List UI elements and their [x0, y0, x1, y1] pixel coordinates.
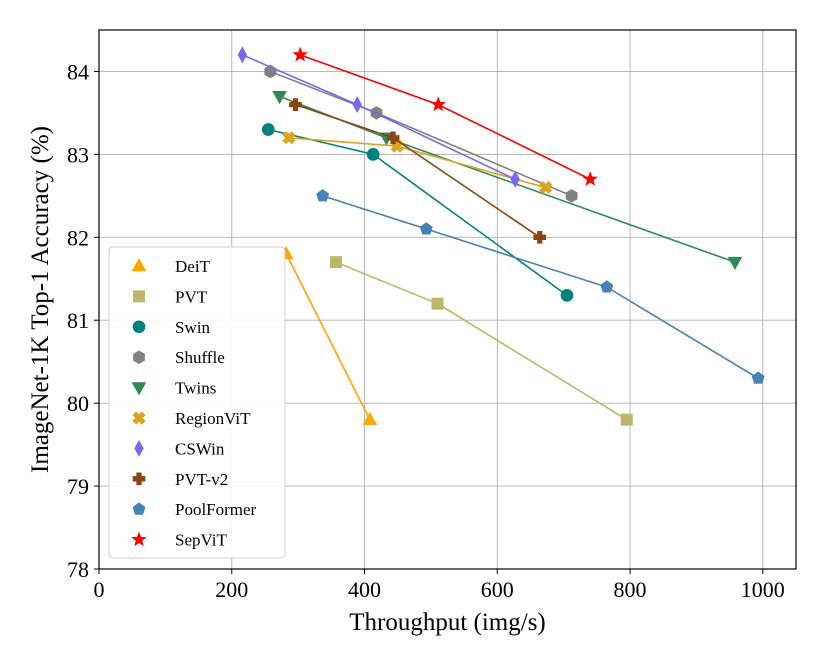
data-point-swin [366, 148, 380, 161]
data-point-regionvit-shape [282, 131, 296, 145]
legend-marker-shuffle [133, 350, 145, 364]
data-point-pvt [620, 413, 633, 426]
y-tick-label: 80 [67, 391, 89, 416]
y-axis-label: ImageNet-1K Top-1 Accuracy (%) [27, 126, 54, 473]
legend-item-shuffle: Shuffle [133, 348, 225, 367]
legend-marker-cswin [134, 439, 144, 457]
series-poolformer [316, 189, 765, 384]
legend-label-poolformer: PoolFormer [175, 500, 257, 519]
legend-items: DeiT PVT Swin Shuffle Twins RegionViT CSWin PVT… [131, 257, 257, 550]
legend-label-pvt-v2: PVT-v2 [175, 470, 228, 489]
series-pvt-v2 [289, 98, 547, 244]
data-point-cswin [510, 170, 520, 188]
x-axis-label: Throughput (img/s) [349, 609, 546, 636]
legend-marker-poolformer [132, 502, 146, 515]
legend-label-sepvit: SepViT [175, 531, 227, 550]
series-line-deit [285, 253, 371, 421]
legend-item-regionvit: RegionViT [132, 409, 251, 428]
data-point-pvt-v2 [386, 131, 400, 145]
x-tick-label: 0 [94, 577, 105, 602]
data-point-twins [727, 256, 743, 270]
x-tick-label: 1000 [741, 577, 785, 602]
data-point-sepvit [582, 171, 598, 186]
data-point-regionvit [539, 180, 553, 195]
y-tick-label: 81 [67, 308, 89, 333]
legend-item-swin: Swin [132, 318, 210, 337]
data-point-twins [272, 91, 287, 105]
legend-item-twins: Twins [131, 379, 216, 398]
series-swin [261, 123, 574, 302]
data-point-sepvit [292, 46, 308, 62]
data-point-swin [261, 123, 275, 136]
data-point-poolformer [419, 222, 433, 235]
legend-marker-regionvit-shape [132, 411, 146, 425]
x-tick-label: 800 [614, 577, 647, 602]
data-point-regionvit [282, 131, 296, 145]
legend-marker-twins [131, 382, 147, 396]
data-point-poolformer [600, 280, 614, 293]
legend-label-swin: Swin [175, 318, 210, 337]
legend-label-regionvit: RegionViT [175, 409, 251, 428]
legend-label-deit: DeiT [175, 257, 211, 276]
y-tick-label: 82 [67, 225, 89, 250]
legend-item-poolformer: PoolFormer [132, 500, 257, 519]
legend-item-pvt: PVT [132, 287, 208, 306]
legend-marker-pvt-v2 [132, 472, 146, 486]
data-point-pvt [329, 256, 342, 269]
data-point-cswin [352, 96, 362, 114]
legend-marker-regionvit [132, 411, 146, 425]
data-point-pvt-v2 [289, 98, 302, 111]
data-point-deit [362, 411, 378, 426]
data-point-poolformer [751, 371, 765, 384]
series-twins [272, 91, 743, 270]
y-tick-label: 83 [67, 142, 89, 167]
legend-box [108, 246, 286, 559]
legend-label-twins: Twins [175, 379, 216, 398]
series-pvt [329, 256, 633, 426]
plot-frame [98, 29, 797, 570]
legend-item-deit: DeiT [131, 257, 211, 276]
legend: DeiT PVT Swin Shuffle Twins RegionViT CSWin PVT… [108, 246, 286, 559]
legend-marker-deit [131, 258, 147, 272]
y-tick-label: 79 [67, 474, 89, 499]
data-point-sepvit [430, 96, 446, 112]
series-line-poolformer [322, 195, 759, 379]
x-tick-label: 400 [348, 577, 381, 602]
data-point-shuffle [565, 189, 578, 203]
y-tick-label: 78 [67, 557, 89, 582]
legend-marker-pvt [132, 290, 145, 303]
legend-item-pvt-v2: PVT-v2 [132, 470, 228, 489]
legend-label-pvt: PVT [175, 287, 208, 306]
x-tick-label: 200 [215, 577, 248, 602]
series-sepvit [292, 46, 598, 186]
legend-label-shuffle: Shuffle [175, 348, 225, 367]
plot-area [237, 46, 765, 426]
legend-item-cswin: CSWin [134, 439, 225, 458]
data-point-pvt-v2 [533, 230, 547, 244]
data-point-poolformer [316, 189, 330, 202]
series-cswin [237, 46, 520, 188]
legend-marker-swin [132, 320, 146, 334]
data-point-cswin [237, 46, 248, 64]
legend-item-sepvit: SepViT [131, 531, 227, 550]
data-point-regionvit-shape [539, 180, 553, 195]
legend-label-cswin: CSWin [175, 439, 225, 458]
legend-marker-sepvit [131, 531, 147, 547]
data-point-swin [560, 289, 574, 302]
x-tick-label: 600 [481, 577, 514, 602]
y-tick-label: 84 [67, 59, 89, 84]
axis-ticks: 0 200 400 600 800 1000 78 79 80 81 82 83 84 [67, 59, 785, 602]
data-point-pvt [431, 297, 444, 310]
